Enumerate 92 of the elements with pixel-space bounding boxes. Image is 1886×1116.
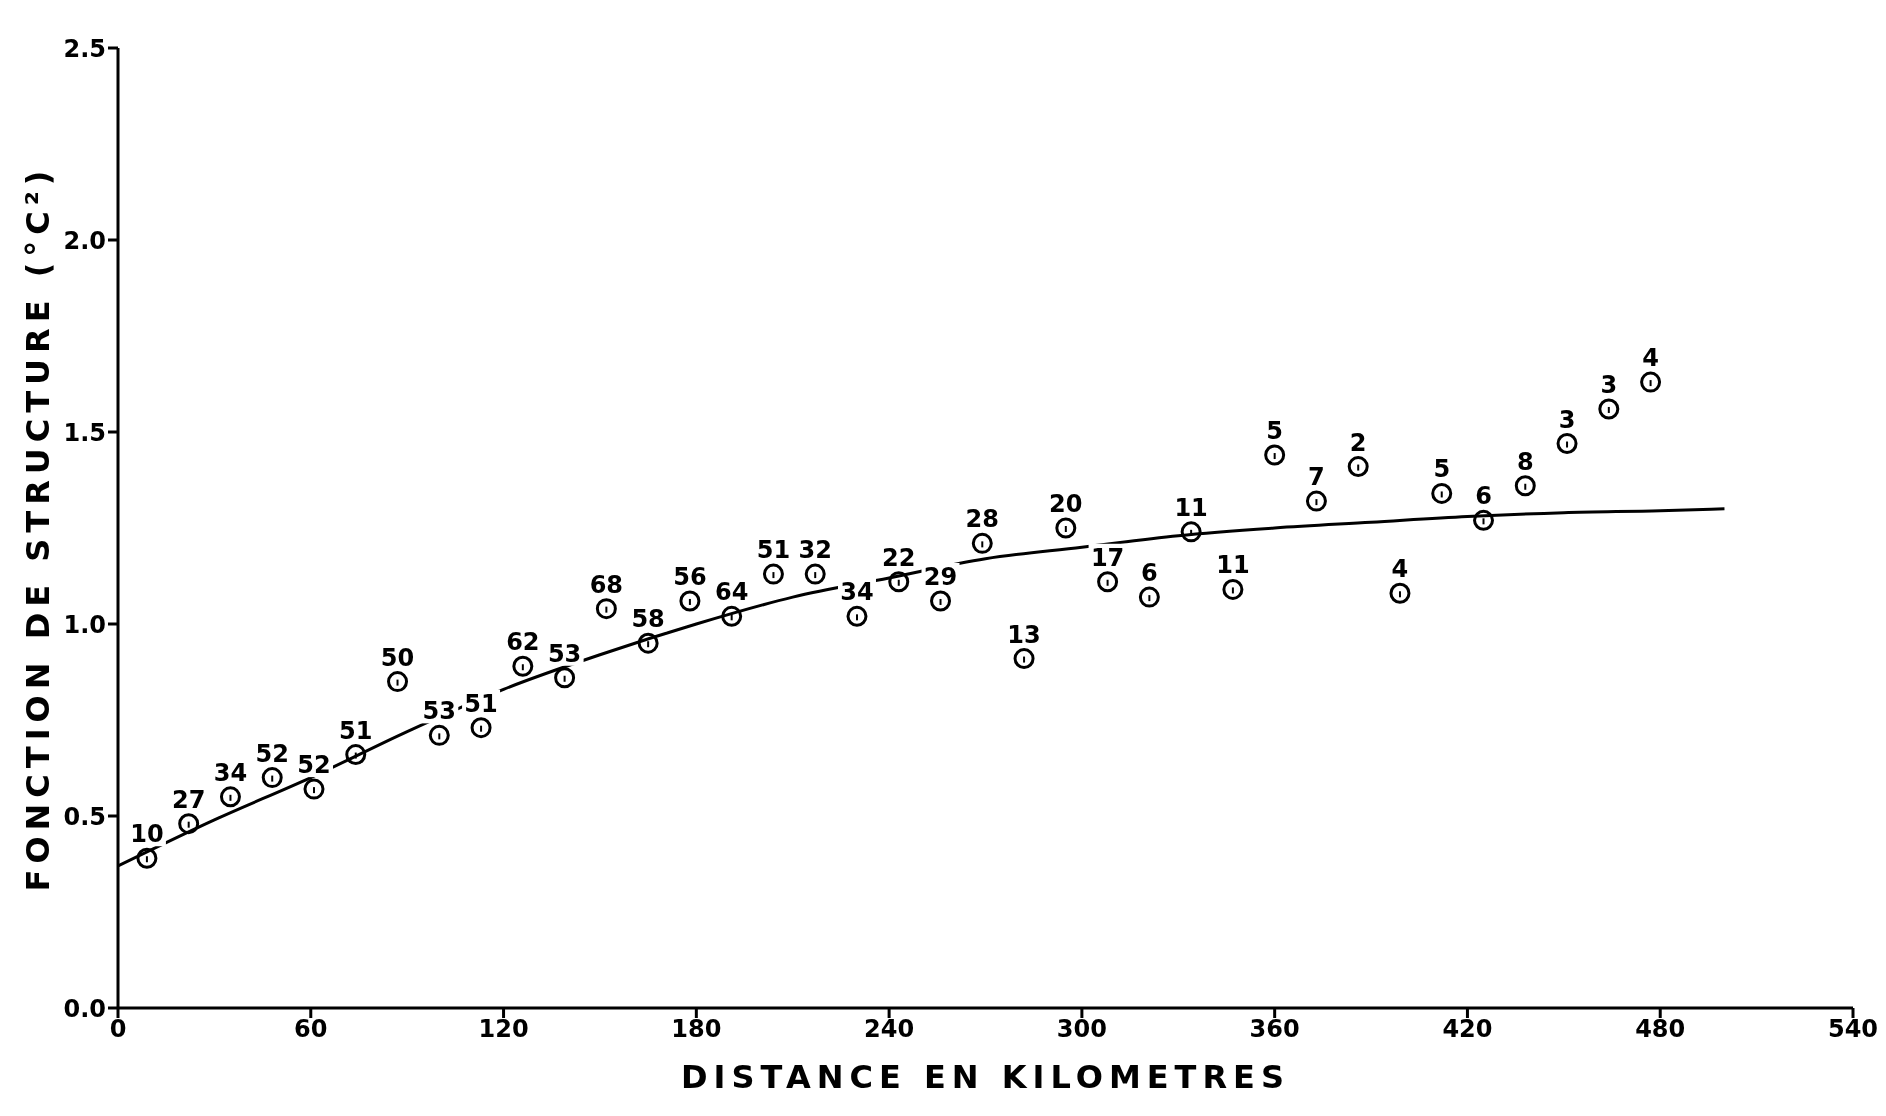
x-tick-label: 0: [109, 1015, 127, 1044]
point: [1013, 648, 1035, 670]
annotation: 52: [255, 739, 289, 768]
annotation: 51: [339, 716, 373, 745]
point: [136, 847, 158, 869]
annotation: 52: [297, 751, 331, 780]
annotation: 3: [1558, 405, 1576, 434]
x-tick-label: 120: [478, 1015, 529, 1044]
point: [303, 778, 325, 800]
x-tick-label: 240: [864, 1015, 915, 1044]
annotation: 6: [1141, 559, 1158, 588]
point: [930, 590, 952, 612]
annotation: 53: [422, 697, 456, 726]
point: [679, 590, 701, 612]
annotation: 4: [1642, 344, 1659, 373]
annotation: 7: [1308, 463, 1325, 492]
x-tick-label: 180: [671, 1015, 722, 1044]
annotation: 10: [130, 820, 164, 849]
annotation: 22: [882, 543, 916, 572]
annotation: 62: [506, 628, 540, 657]
annotation: 5: [1433, 455, 1451, 484]
annotation: 34: [840, 578, 874, 607]
point: [804, 563, 826, 585]
point: [261, 767, 283, 789]
point: [345, 744, 367, 766]
annotation: 3: [1600, 370, 1618, 399]
y-tick-label: 2.0: [63, 226, 106, 255]
annotation: 11: [1174, 493, 1208, 522]
point: [428, 724, 450, 746]
x-tick-label: 360: [1249, 1015, 1300, 1044]
x-axis-title: DISTANCE EN KILOMETRES: [681, 1058, 1290, 1096]
point: [219, 786, 241, 808]
point: [1473, 509, 1495, 531]
y-tick-label: 1.5: [63, 418, 106, 447]
annotation: 17: [1090, 543, 1125, 572]
annotation: 28: [965, 505, 999, 534]
annotation: 50: [380, 643, 415, 672]
point: [387, 671, 409, 693]
point: [762, 563, 784, 585]
y-tick-label: 2.5: [63, 34, 106, 63]
y-axis-title: FONCTION DE STRUCTURE (°C²): [19, 164, 58, 892]
x-tick-label: 420: [1442, 1015, 1493, 1044]
annotation: 29: [923, 562, 958, 591]
annotation: 20: [1049, 490, 1083, 518]
x-tick-label: 60: [294, 1015, 328, 1044]
point: [971, 532, 993, 554]
point: [554, 667, 576, 689]
annotation: 2: [1349, 428, 1367, 457]
point: [1138, 586, 1160, 608]
annotation: 53: [547, 639, 582, 668]
point: [1640, 371, 1662, 393]
point: [846, 605, 868, 627]
y-tick-label: 0.5: [63, 802, 106, 831]
annotation: 6: [1475, 482, 1492, 511]
annotation: 13: [1007, 620, 1041, 649]
point: [1598, 398, 1620, 420]
annotation: 56: [673, 562, 707, 591]
y-tick-label: 1.0: [63, 610, 106, 639]
point: [1431, 482, 1453, 504]
point: [1514, 475, 1536, 497]
annotation: 11: [1216, 551, 1250, 580]
point: [1556, 433, 1578, 455]
x-tick-label: 480: [1635, 1015, 1686, 1044]
annotation: 5: [1266, 417, 1284, 446]
annotation: 32: [798, 536, 832, 565]
annotation: 8: [1516, 447, 1534, 476]
annotation: 51: [464, 689, 498, 718]
x-tick-label: 300: [1056, 1015, 1107, 1044]
point: [1180, 521, 1202, 543]
annotation: 4: [1391, 555, 1409, 584]
point: [1264, 444, 1286, 466]
y-tick-label: 0.0: [63, 994, 106, 1023]
x-tick-label: 540: [1827, 1015, 1879, 1044]
annotation: 68: [589, 570, 624, 599]
point: [470, 717, 492, 739]
annotation: 64: [714, 578, 749, 607]
point: [1347, 456, 1369, 478]
point: [595, 598, 617, 620]
annotation: 34: [213, 758, 248, 787]
point: [1097, 571, 1119, 593]
point: [1222, 578, 1244, 600]
annotation: 58: [631, 605, 665, 634]
point: [637, 632, 659, 654]
point: [178, 813, 200, 835]
annotation: 27: [171, 785, 206, 814]
annotation: 51: [756, 536, 791, 565]
point: [721, 605, 743, 627]
point: [1389, 582, 1411, 604]
point: [888, 571, 910, 593]
point: [512, 655, 534, 677]
point: [1305, 490, 1327, 512]
point: [1055, 517, 1077, 539]
